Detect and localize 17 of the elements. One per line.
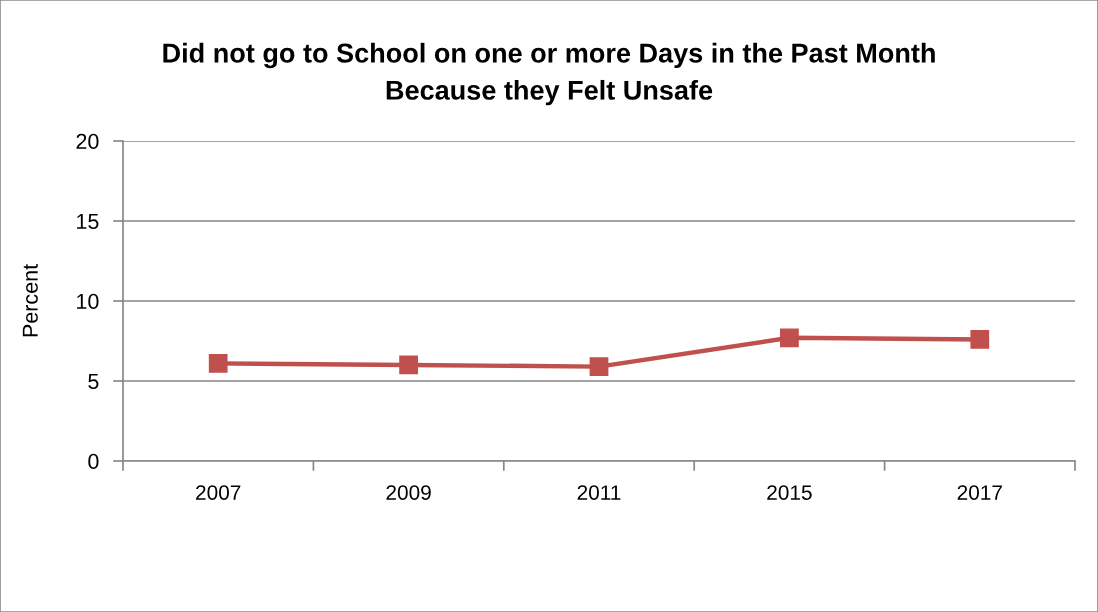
x-tick-label: 2007 (196, 485, 241, 500)
chart-title: Did not go to School on one or more Days in the Past Month Because they Felt Unsafe (163, 42, 935, 106)
point (208, 354, 228, 373)
x-tick-label: 2011 (577, 485, 621, 500)
y-tick-label: 10 (77, 293, 99, 310)
y-tick-label: 5 (88, 373, 99, 390)
y-axis-title: Percent (22, 264, 38, 337)
point (970, 330, 990, 349)
y-tick-label: 0 (88, 453, 99, 470)
x-tick-label: 2009 (386, 485, 431, 500)
point (399, 355, 418, 375)
x-tick-label: 2015 (767, 485, 812, 500)
point (589, 357, 609, 376)
x-tick-label: 2017 (957, 485, 1002, 500)
y-tick-label: 15 (77, 213, 99, 230)
y-tick-label: 20 (76, 133, 99, 150)
point (780, 328, 799, 348)
